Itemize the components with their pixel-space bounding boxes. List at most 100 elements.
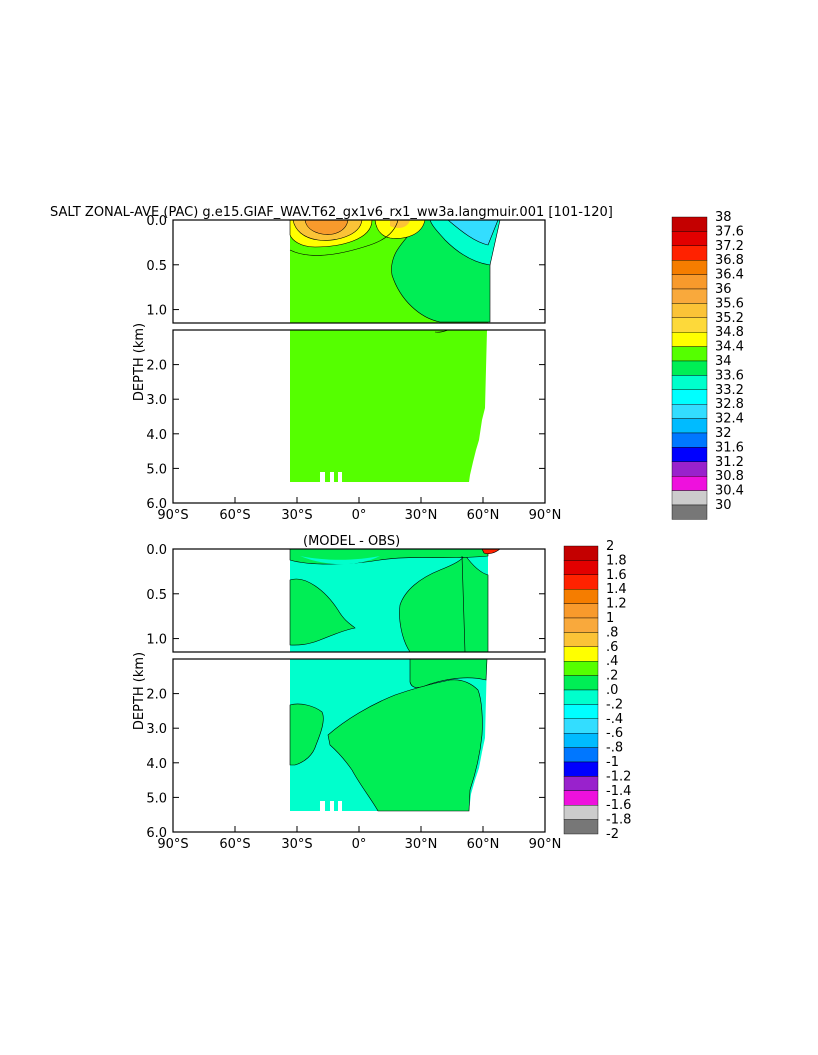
salt-high-north-inner (390, 220, 410, 228)
colorbar-swatch (671, 288, 708, 304)
colorbar-swatch (563, 819, 599, 835)
colorbar-swatch (671, 245, 708, 261)
colorbar-swatch (671, 389, 708, 405)
colorbar-swatch (671, 260, 708, 275)
salt-panel: SALT ZONAL-AVE (PAC) g.e15.GIAF_WAV.T62_… (50, 205, 744, 523)
y-tick-label: 4.0 (146, 428, 167, 443)
colorbar-swatch (563, 718, 599, 734)
x-tick-label: 60°N (467, 508, 500, 523)
colorbar-label: 1 (606, 611, 614, 626)
colorbar-label: -.8 (606, 741, 623, 756)
colorbar-swatch (563, 704, 599, 720)
salt-lower-background (290, 330, 487, 482)
diff-upper-surface-gap (300, 556, 380, 565)
diff-lower-notch-1 (320, 801, 325, 811)
colorbar-swatch (563, 675, 599, 691)
colorbar-label: 32 (715, 426, 732, 441)
colorbar-label: 1.6 (606, 568, 627, 583)
colorbar-label: -1.4 (606, 784, 631, 799)
diff-x-axis: 90°S 60°S 30°S 0° 30°N 60°N 90°N (157, 826, 561, 852)
colorbar-label: 30.8 (715, 469, 744, 484)
salt-high-north (374, 219, 426, 239)
colorbar-label: 35.2 (715, 311, 744, 326)
y-tick-label: 0.0 (146, 214, 167, 229)
colorbar-label: -.6 (606, 726, 623, 741)
colorbar-swatch (671, 274, 708, 290)
colorbar-swatch (563, 805, 599, 820)
colorbar-label: -1.6 (606, 798, 631, 813)
colorbar-swatch (563, 589, 599, 604)
colorbar-label: 31.2 (715, 455, 744, 470)
colorbar-label: 1.8 (606, 553, 627, 568)
x-tick-label: 90°S (157, 508, 188, 523)
salt-upper-frame (172, 219, 546, 324)
diff-lower-west-blob (289, 703, 324, 766)
colorbar-label: .8 (606, 625, 618, 640)
colorbar-swatch (671, 476, 708, 491)
colorbar-swatch (563, 661, 599, 676)
salt-ylabel: DEPTH (km) (132, 323, 147, 401)
colorbar-swatch (671, 216, 708, 232)
colorbar-label: 34.4 (715, 340, 744, 355)
colorbar-label: -1 (606, 755, 619, 770)
colorbar-swatch (563, 689, 599, 705)
colorbar-swatch (671, 432, 708, 448)
y-tick-label: 0.0 (146, 543, 167, 558)
colorbar-swatch (563, 747, 599, 763)
diff-panel: (MODEL - OBS) 0.00.51.02.03.04.05.06.0 9… (132, 534, 631, 852)
y-tick-label: 6.0 (146, 497, 167, 512)
y-tick-label: 0.5 (146, 259, 167, 274)
colorbar-label: .2 (606, 669, 618, 684)
colorbar-label: -1.2 (606, 769, 631, 784)
salt-upper-field (289, 219, 501, 323)
y-tick-label: 0.5 (146, 588, 167, 603)
colorbar-label: 1.2 (606, 597, 627, 612)
salt-x-axis: 90°S 60°S 30°S 0° 30°N 60°N 90°N (157, 497, 561, 523)
colorbar-label: 36 (715, 282, 732, 297)
colorbar-label: 32.8 (715, 397, 744, 412)
colorbar-label: -.2 (606, 697, 623, 712)
diff-lower-upper-tongue (409, 658, 488, 688)
salt-y-axis: 0.0 0.5 1.0 2.0 3.0 4.0 5.0 6.0 (146, 214, 545, 512)
colorbar-swatch (671, 375, 708, 390)
colorbar-label: .4 (606, 654, 618, 669)
colorbar-label: .0 (606, 683, 618, 698)
diff-upper-contour-1 (461, 555, 466, 653)
colorbar-label: 33.6 (715, 368, 744, 383)
colorbar-swatch (671, 418, 708, 434)
colorbar-swatch (671, 404, 708, 419)
colorbar-label: 37.2 (715, 239, 744, 254)
diff-lower-field (289, 658, 488, 812)
colorbar-label: .6 (606, 640, 618, 655)
colorbar-swatch (671, 447, 708, 462)
salt-high-south-core (304, 219, 349, 235)
x-tick-label: 90°S (157, 837, 188, 852)
diff-title: (MODEL - OBS) (303, 534, 400, 549)
colorbar-swatch (671, 504, 708, 520)
salt-title: SALT ZONAL-AVE (PAC) g.e15.GIAF_WAV.T62_… (50, 205, 613, 220)
colorbar-swatch (671, 303, 708, 318)
colorbar-swatch (563, 632, 599, 648)
colorbar-swatch (563, 761, 599, 777)
colorbar-swatch (563, 603, 599, 619)
y-tick-label: 4.0 (146, 757, 167, 772)
x-tick-label: 60°N (467, 837, 500, 852)
y-tick-label: 2.0 (146, 359, 167, 374)
colorbar-swatch (671, 461, 708, 477)
salt-lower-field (290, 329, 487, 482)
colorbar-swatch (671, 360, 708, 376)
y-tick-label: 1.0 (146, 633, 167, 648)
diff-upper-frame (172, 548, 546, 653)
salt-colorbar: 3837.637.236.836.43635.635.234.834.43433… (671, 210, 744, 520)
colorbar-label: 36.8 (715, 253, 744, 268)
y-tick-label: 3.0 (146, 722, 167, 737)
colorbar-label: 36.4 (715, 268, 744, 283)
x-tick-label: 30°S (281, 508, 312, 523)
colorbar-swatch (563, 776, 599, 792)
colorbar-swatch (671, 332, 708, 347)
y-tick-label: 3.0 (146, 393, 167, 408)
diff-upper-south-positive (289, 578, 356, 646)
colorbar-swatch (563, 733, 599, 748)
colorbar-label: -1.8 (606, 813, 631, 828)
